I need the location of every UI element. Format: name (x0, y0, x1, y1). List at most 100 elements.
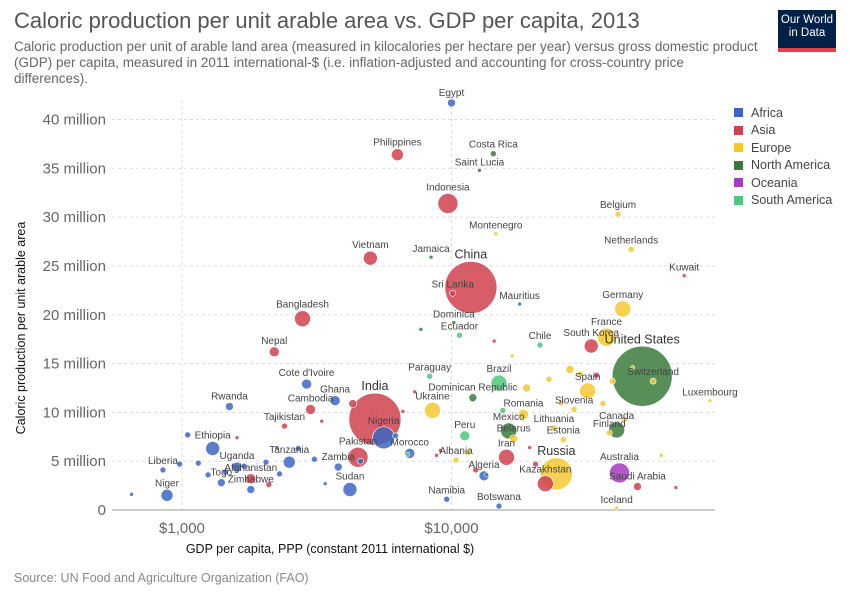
point-label: Mauritius (499, 291, 540, 302)
y-tick-label: 40 million (43, 112, 106, 129)
legend-label: North America (751, 158, 831, 173)
data-point (405, 452, 411, 457)
legend-item[interactable]: Asia (734, 122, 832, 140)
point-label: Russia (537, 444, 575, 458)
y-tick-label: 35 million (43, 160, 106, 177)
data-point (609, 462, 630, 484)
data-point (333, 462, 343, 472)
data-point (195, 459, 202, 467)
data-point (357, 457, 364, 465)
data-point (240, 462, 248, 470)
point-label: Vietnam (352, 240, 389, 251)
owid-logo[interactable]: Our World in Data (778, 10, 836, 52)
point-label: Sri Lanka (432, 279, 475, 290)
y-tick-label: 10 million (43, 404, 106, 421)
data-point (452, 456, 460, 464)
data-point (565, 365, 575, 374)
data-point (621, 415, 629, 423)
data-point (217, 478, 226, 487)
legend-item[interactable]: Africa (734, 104, 832, 122)
data-point (658, 453, 664, 458)
y-tick-label: 15 million (43, 356, 106, 373)
data-point (560, 436, 567, 444)
data-point (159, 466, 167, 474)
data-point (545, 375, 553, 383)
data-point (276, 470, 283, 478)
y-tick-label: 25 million (43, 258, 106, 275)
point-label: Nepal (261, 336, 287, 347)
point-label: China (455, 247, 488, 261)
point-label: Rwanda (211, 392, 248, 403)
point-label: Tanzania (269, 445, 309, 456)
legend-item[interactable]: South America (734, 192, 832, 210)
point-label: Romania (503, 398, 543, 409)
data-point (129, 492, 134, 497)
data-point (522, 383, 531, 393)
data-point (630, 365, 635, 370)
point-label: France (591, 317, 623, 328)
data-point (649, 377, 657, 385)
data-point (392, 432, 399, 440)
data-point (329, 395, 341, 406)
point-label: Netherlands (604, 235, 658, 246)
point-label: Brazil (486, 364, 511, 375)
data-point (491, 338, 497, 344)
grid-lines (112, 100, 715, 511)
data-point (599, 400, 607, 407)
data-point (319, 418, 325, 424)
logo-line-1: Our World (780, 14, 834, 26)
y-axis-ticks: 0 5 million 10 million 15 million 20 million… (43, 112, 106, 519)
data-labels: Egypt Philippines Costa Rica Saint Lucia Ind… (148, 88, 738, 506)
data-point (434, 453, 439, 458)
data-point (673, 485, 679, 490)
data-point (246, 485, 256, 494)
point-label: Mexico (493, 412, 525, 423)
data-point (459, 430, 471, 442)
data-point (608, 377, 616, 385)
chart-subtitle: Caloric production per unit of arable la… (14, 39, 758, 86)
data-point (424, 402, 441, 419)
legend-item[interactable]: North America (734, 157, 832, 175)
point-label: Iran (498, 438, 515, 449)
x-axis-label: GDP per capita, PPP (constant 2011 inter… (186, 542, 474, 556)
data-point (707, 398, 713, 403)
point-label: Belgium (600, 200, 636, 211)
data-point (537, 475, 554, 492)
data-point (495, 502, 503, 510)
data-point (418, 327, 424, 332)
point-label: Uganda (219, 451, 254, 462)
data-point (225, 402, 234, 411)
point-label: Canada (599, 411, 634, 422)
point-label: Algeria (468, 460, 500, 471)
point-label: Cambodia (288, 393, 334, 404)
data-point (301, 378, 312, 390)
point-label: Ghana (320, 385, 350, 396)
data-point (160, 489, 174, 502)
data-point (449, 289, 456, 297)
logo-line-2: in Data (788, 27, 826, 39)
data-point (576, 371, 584, 378)
data-point (204, 471, 212, 479)
data-point (509, 434, 518, 444)
point-label: United States (605, 332, 680, 346)
point-label: Luxembourg (682, 388, 738, 399)
point-label: Bangladesh (276, 300, 329, 311)
chart-title: Caloric production per unit arable area … (14, 8, 640, 33)
data-point (456, 331, 463, 339)
data-point (593, 371, 600, 379)
legend-label: Europe (751, 140, 792, 155)
data-point (570, 406, 578, 413)
point-label: Belarus (497, 424, 531, 435)
legend-item[interactable]: Europe (734, 139, 832, 157)
x-tick-label: $1,000 (159, 520, 205, 537)
data-point (447, 98, 456, 108)
legend-item[interactable]: Oceania (734, 174, 832, 192)
legend: Africa Asia Europe North America Oceania Sout… (734, 104, 832, 209)
point-label: Morocco (391, 437, 430, 448)
point-label: Spain (575, 372, 601, 383)
legend-swatch (734, 108, 743, 118)
data-point (611, 345, 673, 407)
data-point (614, 505, 619, 511)
point-label: Kuwait (669, 263, 699, 274)
data-point (509, 353, 515, 359)
